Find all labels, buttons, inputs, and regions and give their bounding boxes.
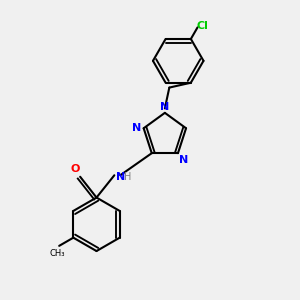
- Text: N: N: [132, 123, 141, 133]
- Text: CH₃: CH₃: [49, 249, 64, 258]
- Text: N: N: [116, 172, 125, 182]
- Text: H: H: [124, 172, 131, 182]
- Text: N: N: [160, 102, 170, 112]
- Text: N: N: [179, 155, 189, 165]
- Text: Cl: Cl: [197, 21, 209, 31]
- Text: O: O: [70, 164, 80, 174]
